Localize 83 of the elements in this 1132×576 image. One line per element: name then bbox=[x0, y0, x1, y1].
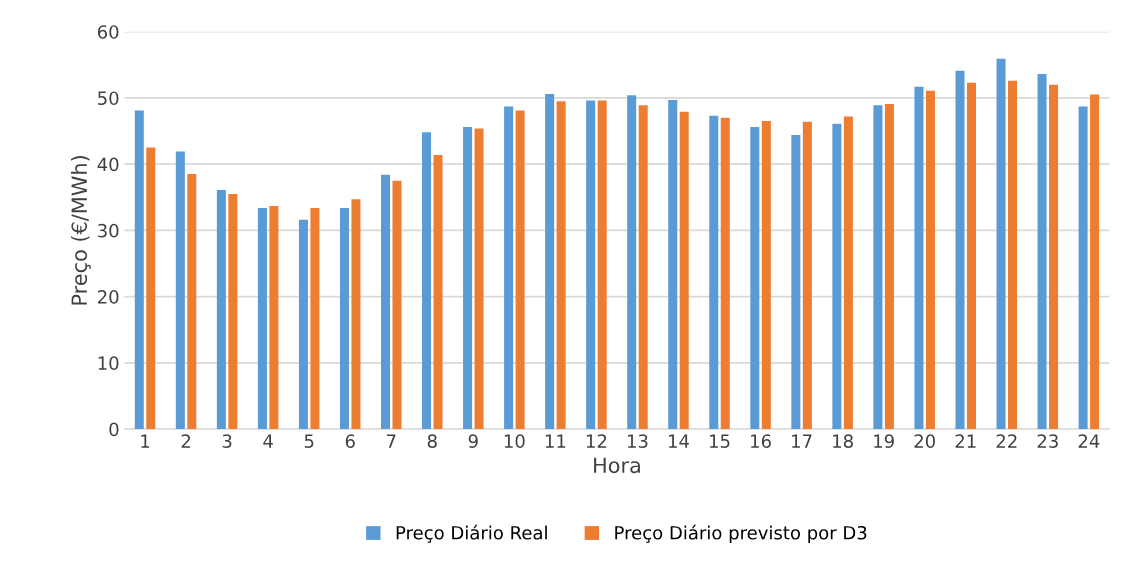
x-tick-label: 1 bbox=[141, 434, 150, 448]
x-tick-label: 12 bbox=[586, 434, 607, 448]
x-tick-label: 20 bbox=[914, 434, 935, 448]
x-tick-label: 13 bbox=[627, 434, 648, 448]
y-tick-label: 50 bbox=[98, 91, 119, 106]
bar bbox=[586, 100, 596, 430]
x-tick-label: 8 bbox=[427, 434, 437, 448]
bar bbox=[1078, 106, 1088, 430]
bar bbox=[257, 207, 267, 430]
x-tick-label: 23 bbox=[1037, 434, 1058, 448]
bar bbox=[269, 205, 279, 430]
bar bbox=[791, 135, 801, 430]
x-tick-label: 9 bbox=[468, 434, 478, 448]
x-tick-label: 24 bbox=[1078, 434, 1100, 448]
bar bbox=[996, 58, 1006, 430]
y-tick-label: 30 bbox=[98, 223, 119, 238]
bar bbox=[310, 207, 320, 430]
y-tick-label: 0 bbox=[109, 422, 119, 437]
bar bbox=[843, 116, 853, 430]
bar bbox=[761, 121, 771, 430]
x-tick-label: 11 bbox=[545, 434, 566, 448]
bar bbox=[709, 115, 719, 430]
bar bbox=[392, 180, 402, 430]
bar bbox=[1037, 74, 1047, 430]
bar bbox=[679, 111, 689, 430]
bar bbox=[884, 103, 894, 430]
bar bbox=[175, 151, 185, 430]
x-tick-label: 21 bbox=[955, 434, 976, 448]
bar bbox=[638, 105, 648, 430]
bar bbox=[668, 99, 678, 430]
x-tick-label: 18 bbox=[833, 434, 853, 448]
x-tick-label: 2 bbox=[181, 434, 191, 448]
x-tick-label: 10 bbox=[504, 434, 525, 448]
bar bbox=[228, 193, 238, 430]
bar bbox=[146, 147, 156, 430]
y-axis-title: Preço (€/MWh) bbox=[70, 156, 91, 305]
bar bbox=[515, 110, 525, 430]
bar bbox=[504, 106, 514, 430]
bar bbox=[925, 90, 935, 430]
bar bbox=[1008, 80, 1018, 430]
bar bbox=[556, 101, 566, 430]
bar bbox=[1090, 94, 1100, 430]
x-tick-label: 17 bbox=[792, 434, 812, 448]
x-tick-label: 14 bbox=[668, 434, 689, 448]
bar bbox=[627, 95, 637, 430]
x-tick-label: 7 bbox=[386, 434, 396, 448]
bar bbox=[1049, 84, 1059, 430]
bar bbox=[474, 128, 484, 430]
bar bbox=[832, 123, 842, 430]
bar bbox=[545, 93, 555, 430]
bar bbox=[351, 199, 361, 430]
bar bbox=[134, 110, 144, 430]
legend-label: Preço Diário previsto por D3 bbox=[615, 524, 867, 544]
bar bbox=[422, 132, 432, 430]
y-tick-label: 10 bbox=[98, 356, 119, 370]
x-tick-label: 16 bbox=[751, 434, 771, 448]
bar bbox=[597, 100, 607, 430]
bar bbox=[802, 121, 812, 430]
x-axis-title: Hora bbox=[594, 457, 640, 474]
y-tick-label: 40 bbox=[97, 157, 119, 172]
x-tick-label: 15 bbox=[710, 434, 730, 448]
bar bbox=[380, 174, 391, 430]
bar bbox=[339, 207, 349, 430]
bar bbox=[955, 70, 965, 430]
bar bbox=[720, 117, 730, 430]
bar bbox=[216, 189, 226, 430]
bar bbox=[463, 127, 473, 430]
x-tick-label: 19 bbox=[874, 434, 894, 448]
legend-label: Preço Diário Real bbox=[396, 524, 547, 543]
bar bbox=[298, 219, 308, 430]
bar bbox=[914, 86, 924, 430]
y-tick-label: 20 bbox=[98, 290, 119, 304]
bar bbox=[873, 105, 883, 430]
x-tick-label: 5 bbox=[304, 434, 314, 448]
y-tick-label: 60 bbox=[97, 25, 119, 39]
x-tick-label: 3 bbox=[222, 434, 232, 448]
bar bbox=[187, 174, 197, 430]
bar bbox=[750, 127, 760, 430]
x-tick-label: 6 bbox=[345, 434, 355, 448]
x-tick-label: 22 bbox=[996, 434, 1017, 448]
bar bbox=[966, 82, 976, 430]
x-tick-label: 4 bbox=[263, 434, 273, 448]
bar bbox=[433, 154, 443, 430]
